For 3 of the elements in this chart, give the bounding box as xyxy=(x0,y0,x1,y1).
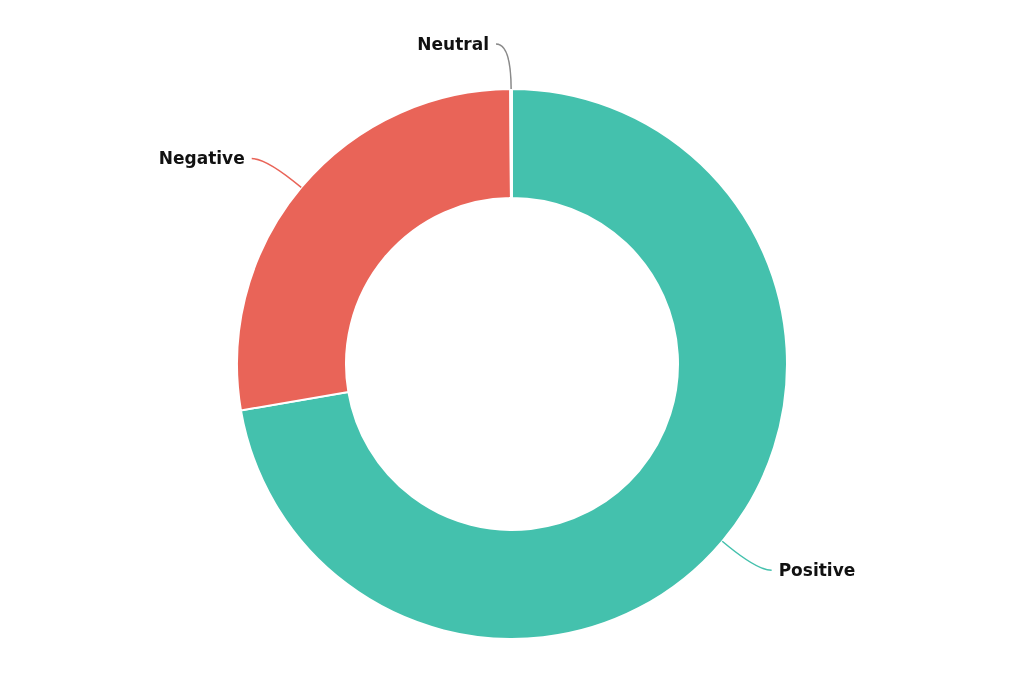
slice-label: Neutral xyxy=(417,34,489,54)
slice-label: Negative xyxy=(158,148,245,169)
slice-label: Positive xyxy=(778,560,856,581)
